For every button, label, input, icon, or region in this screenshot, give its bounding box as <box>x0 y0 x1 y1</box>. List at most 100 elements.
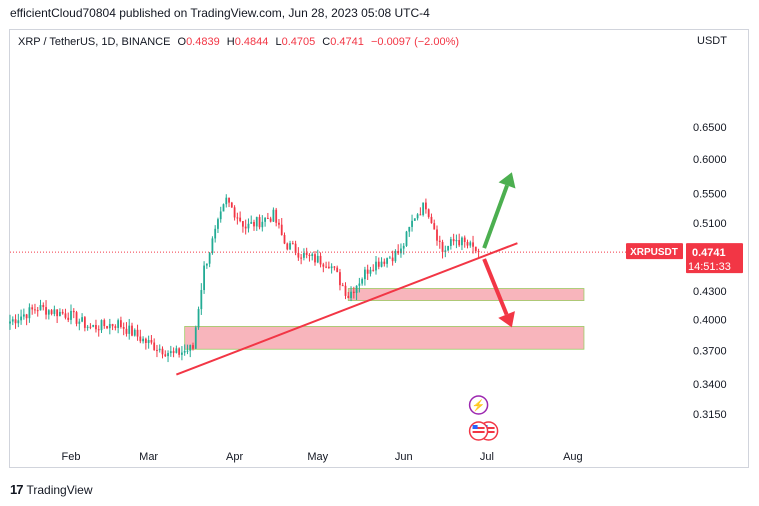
arrow-down-head <box>498 311 515 328</box>
price-tag-value: 0.4741 <box>692 247 726 259</box>
candle-body <box>375 261 377 271</box>
candle-body <box>466 242 469 246</box>
candle-body <box>233 207 236 218</box>
candle-body <box>211 238 214 254</box>
candle-body <box>67 317 70 320</box>
candle-body <box>178 348 181 355</box>
lightning-icon <box>468 395 489 415</box>
candle-body <box>280 224 283 236</box>
candle-body <box>266 217 269 219</box>
candle-body <box>111 324 114 327</box>
candle-body <box>120 320 122 327</box>
candle-body <box>200 290 203 310</box>
legend-symbol: XRP / TetherUS, 1D, BINANCE <box>18 36 171 48</box>
candle-body <box>150 340 153 343</box>
candle-body <box>242 221 244 227</box>
candle-body <box>169 351 172 354</box>
candle-body <box>20 316 22 321</box>
candle-body <box>122 326 125 329</box>
candle-body <box>194 327 197 349</box>
candle-body <box>161 348 164 355</box>
footer-brand[interactable]: TradingView <box>26 482 93 497</box>
y-tick-label: 0.3700 <box>693 345 727 357</box>
candle-body <box>341 285 344 287</box>
trendline <box>176 242 518 376</box>
candle-body <box>72 310 75 313</box>
candle-body <box>186 350 189 352</box>
candle-body <box>11 319 14 322</box>
y-tick-label: 0.6000 <box>693 154 727 166</box>
candle-body <box>203 265 205 291</box>
candle-body <box>42 305 45 308</box>
candle-body <box>236 217 239 219</box>
candle-body <box>158 348 161 351</box>
candle-body <box>325 266 327 268</box>
legend-high-value: 0.4844 <box>234 36 269 48</box>
candle-body <box>136 329 139 337</box>
candle-body <box>350 291 352 299</box>
candle-body <box>366 269 369 274</box>
legend-open-value: 0.4839 <box>186 36 220 48</box>
candle-body <box>34 309 36 311</box>
candle-body <box>372 269 375 271</box>
candle-body <box>31 307 34 310</box>
candle-body <box>47 310 50 315</box>
candle-body <box>380 261 383 267</box>
candle-body <box>95 324 97 330</box>
lightning-icon-glyph: ⚡ <box>472 399 486 412</box>
y-tick-label: 0.3150 <box>693 409 727 421</box>
candle-body <box>369 269 372 274</box>
candle-body <box>308 254 311 257</box>
x-tick-label: Jun <box>395 451 413 463</box>
candle-body <box>53 309 56 314</box>
candle-body <box>386 258 388 264</box>
candle-body <box>9 321 11 324</box>
candle-body <box>300 257 303 259</box>
candle-body <box>208 253 211 264</box>
candle-body <box>156 349 158 351</box>
candle-body <box>319 255 322 265</box>
y-axis: 0.6500 0.6000 0.5500 0.5100 0.4300 0.4000 0.37… <box>693 122 727 421</box>
candle-body <box>114 326 117 328</box>
candle-body <box>244 226 247 229</box>
candle-body <box>291 243 294 245</box>
candles-layer <box>9 194 480 363</box>
footer: 17 TradingView <box>10 482 93 497</box>
legend-close-label: C <box>322 36 331 48</box>
candle-body <box>255 217 258 227</box>
x-tick-label: May <box>307 451 328 463</box>
candle-body <box>189 345 192 351</box>
candle-body <box>314 254 316 263</box>
candle-body <box>164 354 167 357</box>
candle-body <box>214 228 217 239</box>
candle-body <box>147 340 150 344</box>
legend-low-label: L <box>275 36 282 48</box>
candle-body <box>400 248 402 254</box>
candle-body <box>441 241 444 253</box>
candle-body <box>358 283 361 286</box>
candle-body <box>461 237 463 246</box>
ticker-tag: XRPUSDT <box>630 247 678 258</box>
candle-body <box>458 240 461 246</box>
candle-body <box>92 324 95 327</box>
y-tick-label: 0.5100 <box>693 218 727 230</box>
legend-open-label: O <box>177 36 187 48</box>
candle-body <box>100 320 103 331</box>
candle-body <box>17 320 20 324</box>
candle-body <box>139 336 142 342</box>
currency-label: USDT <box>697 35 727 47</box>
candle-body <box>289 243 291 250</box>
candle-body <box>117 320 120 328</box>
candle-body <box>402 245 405 249</box>
candle-body <box>419 214 422 216</box>
arrow-up-head <box>498 172 516 189</box>
tradingview-logo-icon[interactable]: 17 <box>10 482 24 497</box>
us-flag-stripe <box>482 427 495 429</box>
candle-body <box>447 245 449 251</box>
candle-body <box>322 264 325 267</box>
price-tag: XRPUSDT 0.4741 14:51:33 <box>626 243 743 274</box>
candle-body <box>452 239 455 242</box>
candle-body <box>133 329 136 336</box>
candle-body <box>305 253 308 255</box>
